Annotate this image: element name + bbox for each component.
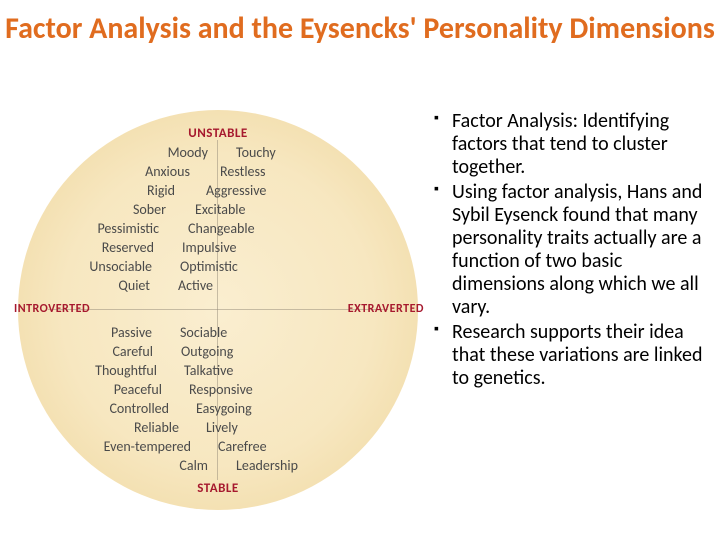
trait-label: Reliable [134,421,179,435]
slide-title: Factor Analysis and the Eysencks' Person… [0,0,720,47]
trait-label: Passive [111,326,152,340]
trait-label: Careful [112,345,153,359]
trait-label: Lively [206,421,238,435]
trait-label: Calm [179,459,208,473]
bullet-item: Using factor analysis, Hans and Sybil Ey… [432,181,714,319]
trait-label: Easygoing [196,402,252,416]
axis-label-stable: STABLE [197,481,238,496]
axis-label-introverted: INTROVERTED [14,302,90,316]
trait-label: Moody [168,146,208,160]
trait-label: Restless [220,165,265,179]
eysenck-circle-diagram: UNSTABLE STABLE INTROVERTED EXTRAVERTED … [18,110,418,510]
bullet-list: Factor Analysis: Identifying factors tha… [432,110,714,392]
trait-label: Controlled [109,402,169,416]
trait-label: Pessimistic [97,222,159,236]
trait-label: Aggressive [206,184,266,198]
trait-label: Outgoing [181,345,233,359]
trait-label: Excitable [195,203,245,217]
trait-label: Reserved [102,241,154,255]
trait-label: Active [178,279,213,293]
trait-label: Unsociable [89,260,152,274]
bullet-item: Factor Analysis: Identifying factors tha… [432,110,714,179]
trait-label: Responsive [189,383,253,397]
trait-label: Touchy [236,146,276,160]
horizontal-axis-line [48,309,388,310]
bullet-ul: Factor Analysis: Identifying factors tha… [432,110,714,390]
trait-label: Optimistic [180,260,238,274]
trait-label: Even-tempered [104,440,191,454]
trait-label: Talkative [184,364,233,378]
trait-label: Sober [133,203,166,217]
trait-label: Carefree [218,440,267,454]
trait-label: Peaceful [114,383,162,397]
trait-label: Leadership [236,459,298,473]
slide: Factor Analysis and the Eysencks' Person… [0,0,720,540]
bullet-item: Research supports their idea that these … [432,321,714,390]
trait-label: Quiet [118,279,150,293]
trait-label: Anxious [145,165,190,179]
axis-label-extraverted: EXTRAVERTED [348,302,424,316]
trait-label: Sociable [180,326,227,340]
trait-label: Impulsive [182,241,236,255]
axis-label-unstable: UNSTABLE [188,126,248,141]
trait-label: Rigid [147,184,175,198]
trait-label: Thoughtful [95,364,157,378]
content-area: UNSTABLE STABLE INTROVERTED EXTRAVERTED … [0,110,720,528]
trait-label: Changeable [188,222,255,236]
